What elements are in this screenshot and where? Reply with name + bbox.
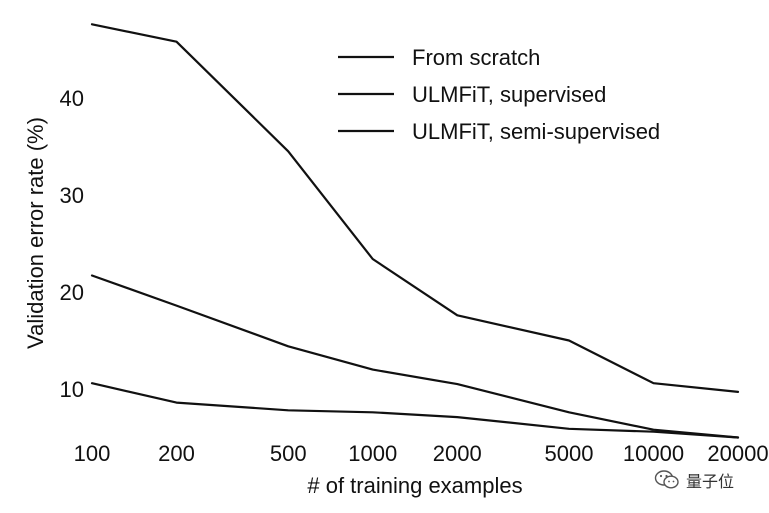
x-tick-label: 500 bbox=[270, 441, 307, 466]
legend: From scratch ULMFiT, supervised ULMFiT, … bbox=[338, 45, 660, 144]
series-line-ulmfit-supervised bbox=[90, 274, 740, 439]
x-tick-label: 10000 bbox=[623, 441, 684, 466]
x-tick-label: 1000 bbox=[348, 441, 397, 466]
x-tick-label: 100 bbox=[74, 441, 111, 466]
legend-label-ulmfit-semi-supervised: ULMFiT, semi-supervised bbox=[412, 119, 660, 144]
series-lines bbox=[90, 23, 740, 439]
y-axis-label: Validation error rate (%) bbox=[23, 117, 48, 349]
legend-label-ulmfit-supervised: ULMFiT, supervised bbox=[412, 82, 606, 107]
series-line-ulmfit-semi-supervised bbox=[90, 382, 740, 439]
x-tick-label: 200 bbox=[158, 441, 195, 466]
series-line-from-scratch bbox=[90, 23, 740, 393]
watermark: 量子位 bbox=[654, 467, 734, 493]
y-tick-label: 30 bbox=[60, 183, 84, 208]
x-tick-label: 20000 bbox=[707, 441, 768, 466]
y-tick-label: 20 bbox=[60, 280, 84, 305]
x-tick-label: 5000 bbox=[544, 441, 593, 466]
watermark-text: 量子位 bbox=[686, 472, 735, 491]
x-axis-ticks: 100 200 500 1000 2000 5000 10000 20000 bbox=[74, 441, 769, 466]
y-tick-label: 10 bbox=[60, 377, 84, 402]
x-tick-label: 2000 bbox=[433, 441, 482, 466]
x-axis-label: # of training examples bbox=[307, 473, 522, 498]
y-axis-ticks: 10 20 30 40 bbox=[60, 86, 84, 402]
legend-label-from-scratch: From scratch bbox=[412, 45, 540, 70]
y-tick-label: 40 bbox=[60, 86, 84, 111]
wechat-logo-icon bbox=[654, 470, 679, 489]
